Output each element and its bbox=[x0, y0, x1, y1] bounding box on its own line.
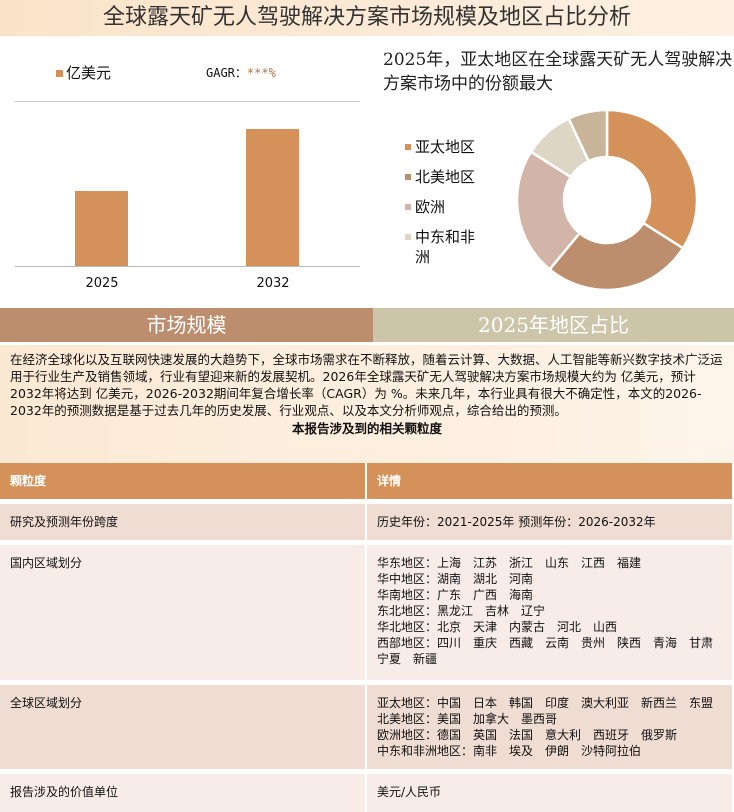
detail-line: 西部地区：四川 重庆 西藏 云南 贵州 陕西 青海 甘肃 bbox=[377, 636, 714, 650]
description-text: 在经济全球化以及互联网快速发展的大趋势下，全球市场需求在不断释放，随着云计算、大… bbox=[10, 352, 723, 418]
tab-market-size[interactable]: 市场规模 bbox=[0, 308, 373, 342]
pie-title: 2025年，亚太地区在全球露天矿无人驾驶解决方案市场中的份额最大 bbox=[383, 50, 733, 94]
legend-swatch bbox=[405, 234, 411, 240]
gagr-label: GAGR：***% bbox=[206, 64, 276, 81]
granularity-cell: 国内区域划分 bbox=[0, 540, 367, 683]
detail-line: 亚太地区：中国 日本 韩国 印度 澳大利亚 新西兰 东盟 bbox=[377, 696, 714, 710]
granularity-cell: 研究及预测年份跨度 bbox=[0, 499, 367, 543]
legend-item: 中东和非洲 bbox=[405, 227, 485, 267]
header-details: 详情 bbox=[366, 463, 734, 502]
legend-item: 亚太地区 bbox=[405, 137, 485, 157]
detail-line: 华南地区：广东 广西 海南 bbox=[377, 588, 534, 602]
detail-cell: 亚太地区：中国 日本 韩国 印度 澳大利亚 新西兰 东盟 北美地区：美国 加拿大 … bbox=[366, 680, 734, 772]
x-tick-label: 2032 bbox=[256, 276, 290, 291]
table-row: 国内区域划分 华东地区：上海 江苏 浙江 山东 江西 福建 华中地区：湖南 湖北 河… bbox=[0, 540, 734, 683]
bar-2032 bbox=[246, 129, 299, 266]
x-axis bbox=[15, 266, 360, 267]
table-row: 研究及预测年份跨度 历史年份：2021-2025年 预测年份：2026-2032年 bbox=[0, 499, 734, 543]
bar-legend: 亿美元 bbox=[56, 62, 111, 83]
granularity-table: 颗粒度 详情 研究及预测年份跨度 历史年份：2021-2025年 预测年份：2026… bbox=[0, 463, 734, 812]
table-caption: 本报告涉及到的相关颗粒度 bbox=[291, 421, 442, 436]
gagr-value: ***% bbox=[246, 66, 276, 80]
chart-divider bbox=[15, 101, 360, 102]
legend-swatch bbox=[56, 70, 63, 77]
detail-line: 东北地区：黑龙江 吉林 辽宁 bbox=[377, 604, 546, 618]
pie-slice-0 bbox=[605, 108, 699, 250]
legend-swatch bbox=[405, 174, 411, 180]
legend-swatch bbox=[405, 144, 411, 150]
pie-legend: 亚太地区北美地区欧洲中东和非洲 bbox=[405, 137, 485, 277]
granularity-cell: 全球区域划分 bbox=[0, 680, 367, 772]
legend-item: 北美地区 bbox=[405, 167, 485, 187]
detail-cell: 华东地区：上海 江苏 浙江 山东 江西 福建 华中地区：湖南 湖北 河南 华南地区：… bbox=[366, 540, 734, 683]
detail-line: 历史年份：2021-2025年 预测年份：2026-2032年 bbox=[377, 515, 656, 529]
section-tabs: 市场规模 2025年地区占比 bbox=[0, 308, 734, 342]
detail-cell: 历史年份：2021-2025年 预测年份：2026-2032年 bbox=[366, 499, 734, 543]
detail-line: 华中地区：湖南 湖北 河南 bbox=[377, 572, 534, 586]
detail-cell: 美元/人民币 bbox=[366, 769, 734, 812]
legend-item: 欧洲 bbox=[405, 197, 485, 217]
granularity-cell: 报告涉及的价值单位 bbox=[0, 769, 367, 812]
detail-line: 北美地区：美国 加拿大 墨西哥 bbox=[377, 712, 558, 726]
legend-label: 北美地区 bbox=[415, 168, 476, 186]
detail-line: 欧洲地区：德国 英国 法国 意大利 西班牙 俄罗斯 bbox=[377, 728, 678, 742]
page-title: 全球露天矿无人驾驶解决方案市场规模及地区占比分析 bbox=[0, 0, 734, 36]
x-tick-label: 2025 bbox=[85, 276, 119, 291]
gagr-text: GAGR： bbox=[206, 66, 247, 80]
legend-label: 欧洲 bbox=[415, 198, 446, 216]
donut-chart bbox=[515, 108, 699, 292]
bar-2025 bbox=[75, 190, 128, 266]
detail-line: 宁夏 新疆 bbox=[377, 652, 438, 666]
legend-label: 亚太地区 bbox=[415, 138, 476, 156]
pie-slice-1 bbox=[547, 221, 685, 292]
pie-slice-4 bbox=[567, 108, 609, 163]
legend-label: 亿美元 bbox=[66, 64, 112, 82]
legend-swatch bbox=[405, 204, 411, 210]
legend-label: 中东和非洲 bbox=[415, 228, 476, 266]
tab-region-share[interactable]: 2025年地区占比 bbox=[373, 308, 734, 342]
detail-line: 美元/人民币 bbox=[377, 785, 442, 799]
header-granularity: 颗粒度 bbox=[0, 463, 367, 502]
description-block: 在经济全球化以及互联网快速发展的大趋势下，全球市场需求在不断释放，随着云计算、大… bbox=[0, 345, 734, 463]
detail-line: 中东和非洲地区：南非 埃及 伊朗 沙特阿拉伯 bbox=[377, 744, 642, 758]
pie-slice-2 bbox=[515, 150, 582, 272]
detail-line: 华东地区：上海 江苏 浙江 山东 江西 福建 bbox=[377, 556, 642, 570]
table-row: 全球区域划分 亚太地区：中国 日本 韩国 印度 澳大利亚 新西兰 东盟 北美地区：美… bbox=[0, 680, 734, 772]
detail-line: 华北地区：北京 天津 内蒙古 河北 山西 bbox=[377, 620, 618, 634]
table-row: 报告涉及的价值单位 美元/人民币 bbox=[0, 769, 734, 812]
